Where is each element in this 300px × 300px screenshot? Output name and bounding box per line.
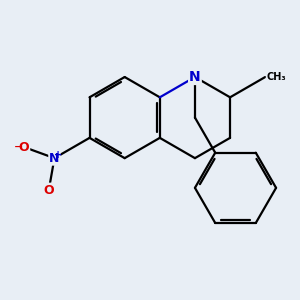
Text: O: O [19, 141, 29, 154]
Text: CH₃: CH₃ [267, 72, 286, 82]
Text: N: N [49, 152, 60, 165]
Text: −: − [14, 142, 23, 152]
Text: N: N [189, 70, 201, 84]
Text: O: O [44, 184, 54, 196]
Text: +: + [53, 150, 62, 160]
